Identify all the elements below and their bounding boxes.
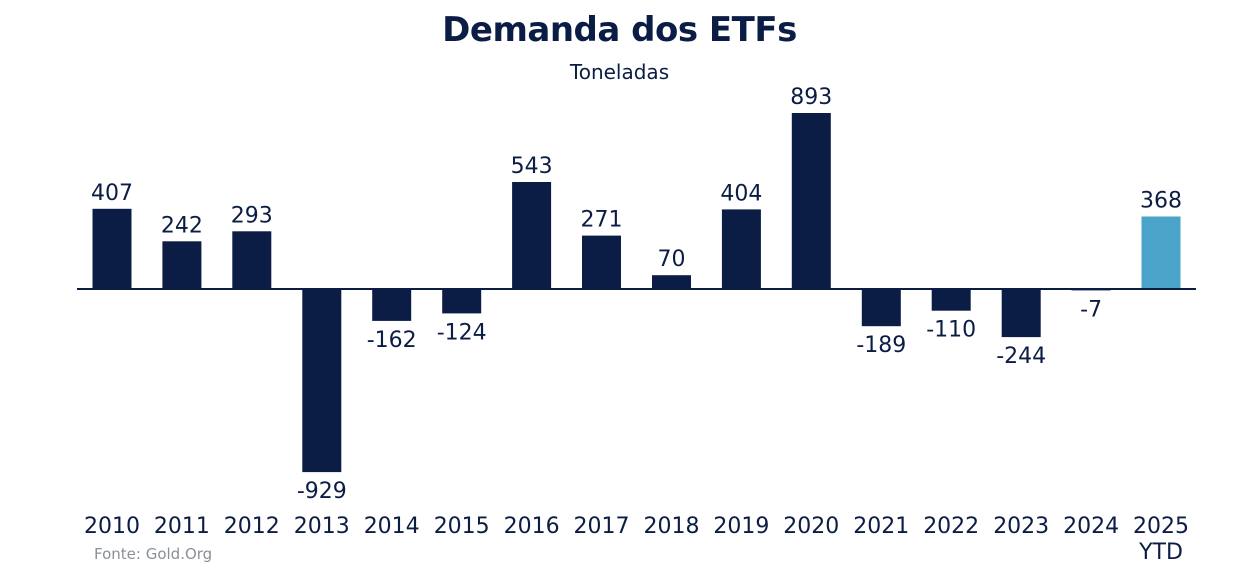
- bar-2019: [721, 209, 761, 289]
- data-label-2015: -124: [437, 320, 487, 345]
- bar-2020: [791, 113, 831, 289]
- data-label-2020: 893: [790, 85, 832, 110]
- data-label-2012: 293: [231, 203, 273, 228]
- data-label-2010: 407: [91, 181, 133, 206]
- bar-2017: [582, 235, 621, 289]
- x-tick-label-2022: 2022: [923, 514, 979, 539]
- x-tick-label-2025-ytd: 2025: [1133, 514, 1189, 539]
- x-tick-label-2024: 2024: [1063, 514, 1119, 539]
- x-tick-label-2015: 2015: [434, 514, 490, 539]
- x-tick-label-2016: 2016: [504, 514, 560, 539]
- x-tick-label-2021: 2021: [853, 514, 909, 539]
- x-tick-label-2019: 2019: [713, 514, 769, 539]
- bar-2014: [372, 289, 412, 321]
- bar-2018: [652, 275, 691, 289]
- bar-2013: [302, 289, 342, 473]
- x-tick-label-2023: 2023: [993, 514, 1049, 539]
- bar-2022: [931, 289, 971, 311]
- data-label-2017: 271: [581, 208, 623, 233]
- data-label-2018: 70: [658, 247, 686, 272]
- data-label-2023: -244: [996, 344, 1046, 369]
- x-tick-label-2012: 2012: [224, 514, 280, 539]
- data-label-2022: -110: [926, 318, 976, 343]
- data-label-2019: 404: [720, 181, 762, 206]
- x-tick-label-2010: 2010: [84, 514, 140, 539]
- x-tick-label-2014: 2014: [364, 514, 420, 539]
- data-label-2024: -7: [1080, 297, 1102, 322]
- bar-2023: [1001, 289, 1041, 338]
- data-label-2016: 543: [511, 154, 553, 179]
- bar-2012: [232, 231, 272, 289]
- data-label-2011: 242: [161, 213, 203, 238]
- bar-2011: [162, 241, 202, 289]
- chart-subtitle: Toneladas: [569, 60, 670, 84]
- bar-2016: [512, 182, 552, 289]
- x-tick-label-2020: 2020: [783, 514, 839, 539]
- x-tick-label-2018: 2018: [644, 514, 700, 539]
- x-tick-label-2025-ytd-line-2: YTD: [1138, 540, 1183, 565]
- x-tick-label-2017: 2017: [574, 514, 630, 539]
- data-label-2025-ytd: 368: [1140, 189, 1182, 214]
- x-tick-label-2011: 2011: [154, 514, 210, 539]
- x-tick-labels-layer: 2010 2011 2012 2013 2014 2015 2016 2017 2018 2019…: [84, 514, 1189, 565]
- chart-title: Demanda dos ETFs: [442, 10, 797, 50]
- bars-layer: [92, 113, 1181, 473]
- bar-2010: [92, 208, 132, 289]
- data-label-2014: -162: [367, 328, 417, 353]
- data-label-2013: -929: [297, 479, 347, 504]
- bar-2025-ytd: [1141, 216, 1181, 289]
- data-label-2021: -189: [856, 333, 906, 358]
- x-tick-label-2013: 2013: [294, 514, 350, 539]
- bar-2015: [442, 289, 482, 314]
- source-note: Fonte: Gold.Org: [94, 545, 213, 563]
- bar-2021: [861, 289, 901, 327]
